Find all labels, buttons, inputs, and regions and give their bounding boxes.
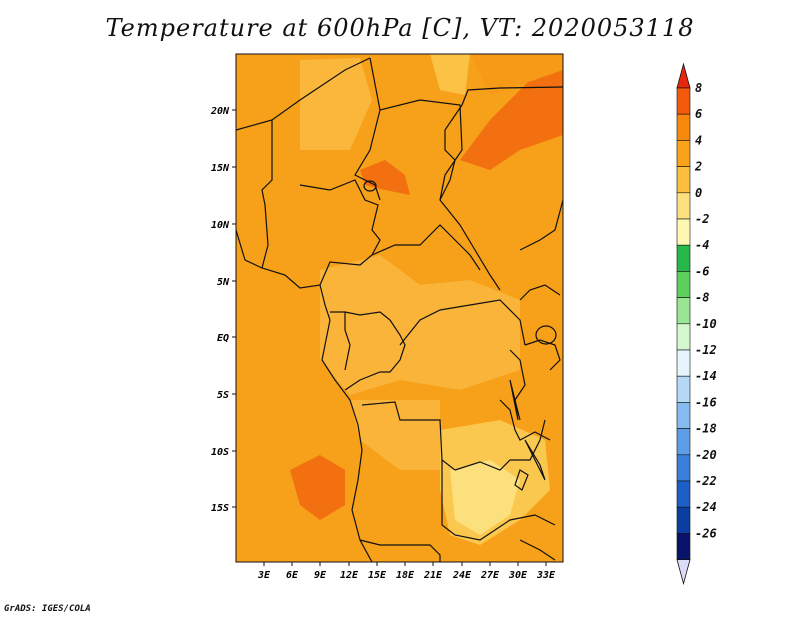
lon-axis: 3E 6E 9E 12E 15E 18E 21E 24E 27E 30E 33E <box>257 562 556 581</box>
colorbar-label: -18 <box>695 422 717 436</box>
lat-label: 5S <box>217 390 229 401</box>
grads-credit: GrADS: IGES/COLA <box>4 604 91 614</box>
colorbar-segment <box>676 506 691 534</box>
colorbar-segment <box>676 349 691 377</box>
lat-axis: 20N 15N 10N 5N EQ 5S 10S 15S <box>210 106 236 514</box>
lon-label: 18E <box>396 570 415 581</box>
colorbar-segment <box>676 323 691 351</box>
colorbar-segment <box>676 402 691 429</box>
lon-label: 6E <box>286 570 299 581</box>
colorbar-segment <box>676 113 691 141</box>
colorbar-label: -8 <box>695 291 709 305</box>
lon-label: 21E <box>423 570 443 581</box>
lat-label: EQ <box>217 333 229 344</box>
colorbar-segment <box>676 533 691 560</box>
colorbar-segment <box>676 375 691 403</box>
colorbar-label: 6 <box>695 107 702 121</box>
lon-label: 9E <box>314 570 327 581</box>
country-borders <box>236 57 563 562</box>
lon-label: 15E <box>368 570 387 581</box>
lat-label: 15S <box>211 503 229 514</box>
colorbar-top-arrow <box>676 62 691 89</box>
colorbar-segment <box>676 297 691 325</box>
colorbar-segment <box>676 166 691 194</box>
colorbar-segment <box>676 454 691 482</box>
colorbar <box>676 62 691 586</box>
chart-title: Temperature at 600hPa [C], VT: 202005311… <box>105 14 695 42</box>
colorbar-bottom-arrow <box>676 559 691 586</box>
map-frame <box>235 53 564 563</box>
colorbar-label: -16 <box>695 395 717 409</box>
lakes <box>363 180 557 491</box>
colorbar-segment <box>676 244 691 272</box>
colorbar-label: 2 <box>694 160 702 174</box>
colorbar-labels: 8 6 4 2 0 -2 -4 -6 -8 -10 -12 -14 -16 -18 -20 -22 -24 -26 <box>694 81 717 540</box>
colorbar-label: -20 <box>695 448 717 462</box>
lon-label: 33E <box>536 570 556 581</box>
lon-label: 30E <box>508 570 528 581</box>
colorbar-label: -14 <box>695 369 717 383</box>
colorbar-label: -6 <box>695 264 709 278</box>
lat-label: 15N <box>211 163 230 174</box>
colorbar-segment <box>676 87 691 115</box>
colorbar-label: -4 <box>695 238 709 252</box>
colorbar-segment <box>676 271 691 298</box>
lon-label: 3E <box>257 570 271 581</box>
colorbar-label: -24 <box>695 500 717 514</box>
lon-label: 12E <box>340 570 359 581</box>
lon-label: 27E <box>480 570 500 581</box>
colorbar-label: 0 <box>695 186 702 200</box>
colorbar-segment <box>676 428 691 456</box>
temperature-field <box>236 54 563 562</box>
colorbar-label: -12 <box>695 343 717 357</box>
colorbar-label: -22 <box>695 474 717 488</box>
colorbar-label: 8 <box>695 81 702 95</box>
colorbar-label: -2 <box>695 212 709 226</box>
colorbar-segment <box>676 218 691 246</box>
lat-label: 10S <box>211 447 229 458</box>
colorbar-segment <box>676 480 691 508</box>
colorbar-label: -26 <box>695 526 717 540</box>
lat-label: 10N <box>211 220 230 231</box>
colorbar-segment <box>676 192 691 220</box>
lat-label: 20N <box>210 106 230 117</box>
colorbar-label: 4 <box>695 133 702 147</box>
lon-label: 24E <box>452 570 472 581</box>
lat-label: 5N <box>217 277 230 288</box>
colorbar-label: -10 <box>695 317 717 331</box>
colorbar-segment <box>676 140 691 167</box>
